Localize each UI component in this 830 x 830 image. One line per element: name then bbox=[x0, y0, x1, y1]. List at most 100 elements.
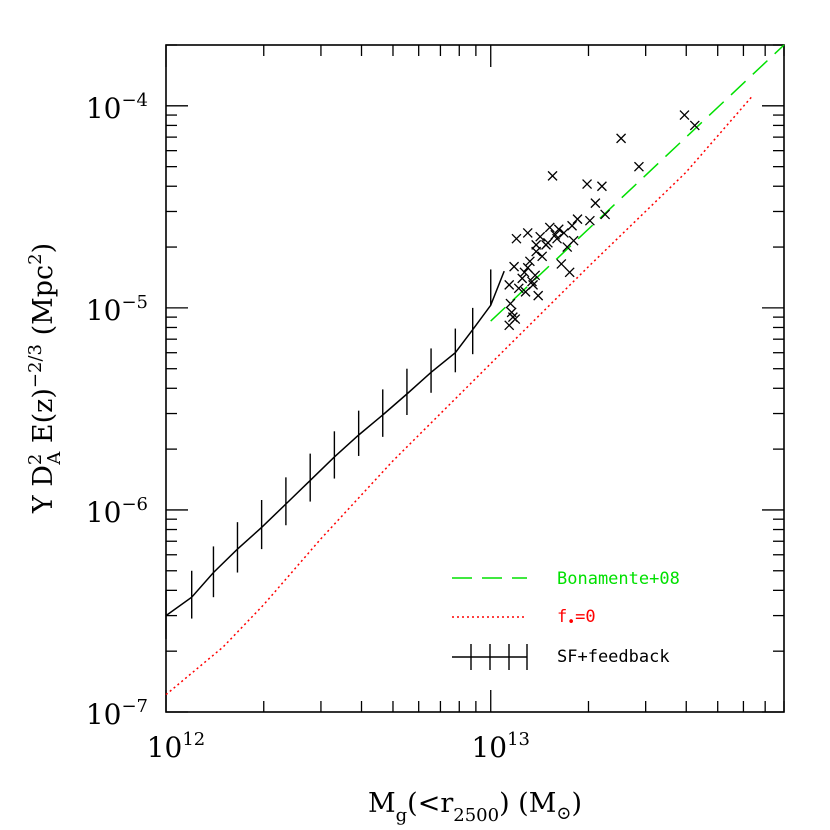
sf-feedback-line bbox=[165, 270, 505, 617]
cluster-point bbox=[517, 273, 528, 284]
y-tick-label: 10−4 bbox=[86, 90, 148, 125]
cluster-point-stroke bbox=[506, 307, 517, 318]
cluster-point bbox=[509, 261, 520, 272]
cluster-point-stroke bbox=[522, 262, 533, 273]
cluster-point bbox=[596, 181, 607, 192]
cluster-point bbox=[542, 237, 553, 248]
cluster-point-stroke bbox=[535, 231, 546, 242]
cluster-point-stroke bbox=[530, 270, 541, 281]
cluster-point-stroke bbox=[596, 181, 607, 192]
cluster-point-stroke bbox=[527, 276, 537, 287]
cluster-point bbox=[527, 276, 537, 287]
cluster-point bbox=[505, 298, 516, 309]
cluster-point-stroke bbox=[513, 283, 524, 294]
cluster-point-stroke bbox=[505, 298, 516, 309]
cluster-point-stroke bbox=[600, 209, 611, 220]
cluster-point bbox=[524, 256, 535, 267]
cluster-point bbox=[567, 220, 578, 231]
cluster-point-stroke bbox=[553, 224, 564, 235]
cluster-point-stroke bbox=[633, 161, 644, 172]
cluster-point-stroke bbox=[572, 214, 583, 225]
tick-labels: 1012 1013 10−7 10−6 10−5 10−4 bbox=[86, 90, 530, 764]
cluster-point bbox=[558, 227, 569, 238]
cluster-point-stroke bbox=[509, 261, 520, 272]
cluster-point-stroke bbox=[679, 110, 690, 121]
cluster-point bbox=[689, 120, 700, 131]
cluster-point bbox=[531, 239, 542, 250]
cluster-point-stroke bbox=[590, 198, 601, 209]
cluster-point bbox=[547, 170, 558, 181]
legend-label-sf-feedback: SF+feedback bbox=[557, 647, 670, 667]
y-tick-label: 10−6 bbox=[86, 494, 148, 529]
cluster-point bbox=[633, 161, 644, 172]
legend: Bonamente+08 f•=0 SF+feedback bbox=[452, 569, 680, 670]
cluster-point-stroke bbox=[547, 170, 558, 181]
y-tick-label: 10−7 bbox=[86, 696, 148, 731]
cluster-point-stroke bbox=[528, 279, 539, 290]
cluster-point bbox=[537, 251, 548, 262]
ticks bbox=[165, 44, 785, 713]
cluster-point bbox=[556, 258, 567, 269]
cluster-point-stroke bbox=[510, 314, 521, 325]
bonamente-line bbox=[490, 44, 785, 322]
cluster-point bbox=[528, 279, 539, 290]
cluster-point bbox=[504, 279, 515, 290]
cluster-point bbox=[519, 267, 530, 278]
cluster-point bbox=[564, 267, 575, 278]
cluster-point-stroke bbox=[537, 251, 548, 262]
cluster-point bbox=[553, 224, 564, 235]
cluster-point bbox=[506, 307, 517, 318]
cluster-point bbox=[572, 214, 583, 225]
cluster-point-stroke bbox=[522, 227, 533, 238]
cluster-point bbox=[600, 209, 611, 220]
cluster-point-stroke bbox=[519, 267, 530, 278]
cluster-point bbox=[552, 233, 562, 244]
cluster-point-stroke bbox=[544, 222, 555, 233]
cluster-point bbox=[510, 314, 521, 325]
cluster-point-stroke bbox=[582, 179, 593, 190]
cluster-point-stroke bbox=[504, 279, 515, 290]
y-axis-label: Y D2A E(z)−2/3 (Mpc2) bbox=[25, 243, 65, 514]
cluster-point-stroke bbox=[568, 235, 579, 246]
fstar-zero-line bbox=[165, 95, 754, 696]
cluster-point-stroke bbox=[558, 227, 569, 238]
cluster-point bbox=[544, 222, 555, 233]
cluster-point-stroke bbox=[511, 233, 522, 244]
cluster-point-stroke bbox=[564, 267, 575, 278]
x-tick-label: 1013 bbox=[471, 729, 530, 764]
cluster-point bbox=[582, 179, 593, 190]
cluster-point-stroke bbox=[550, 229, 561, 240]
series-layer bbox=[165, 44, 785, 696]
x-axis-label: Mg(<r2500) (M⊙) bbox=[368, 788, 582, 826]
cluster-point bbox=[616, 133, 627, 144]
cluster-point bbox=[533, 290, 544, 301]
x-tick-label: 1012 bbox=[147, 729, 206, 764]
cluster-point bbox=[513, 283, 524, 294]
cluster-point bbox=[679, 110, 690, 121]
cluster-point-stroke bbox=[552, 233, 562, 244]
cluster-point bbox=[590, 198, 601, 209]
cluster-point bbox=[535, 231, 546, 242]
cluster-point bbox=[530, 270, 541, 281]
cluster-point-stroke bbox=[542, 237, 553, 248]
plot-frame bbox=[165, 44, 785, 713]
cluster-point-stroke bbox=[517, 273, 528, 284]
cluster-point-stroke bbox=[533, 290, 544, 301]
cluster-point bbox=[568, 235, 579, 246]
cluster-point-stroke bbox=[584, 215, 595, 226]
cluster-point-stroke bbox=[556, 258, 567, 269]
cluster-point-stroke bbox=[531, 239, 542, 250]
legend-label-bonamente: Bonamente+08 bbox=[557, 569, 680, 589]
cluster-point-stroke bbox=[689, 120, 700, 131]
cluster-point-stroke bbox=[567, 220, 578, 231]
cluster-point-stroke bbox=[524, 256, 535, 267]
cluster-point bbox=[511, 233, 522, 244]
y-tick-label: 10−5 bbox=[86, 292, 148, 327]
legend-label-fstar: f•=0 bbox=[557, 607, 596, 630]
cluster-point-stroke bbox=[616, 133, 627, 144]
legend-swatch-sf-feedback bbox=[452, 644, 528, 670]
cluster-point bbox=[522, 227, 533, 238]
cluster-point bbox=[584, 215, 595, 226]
